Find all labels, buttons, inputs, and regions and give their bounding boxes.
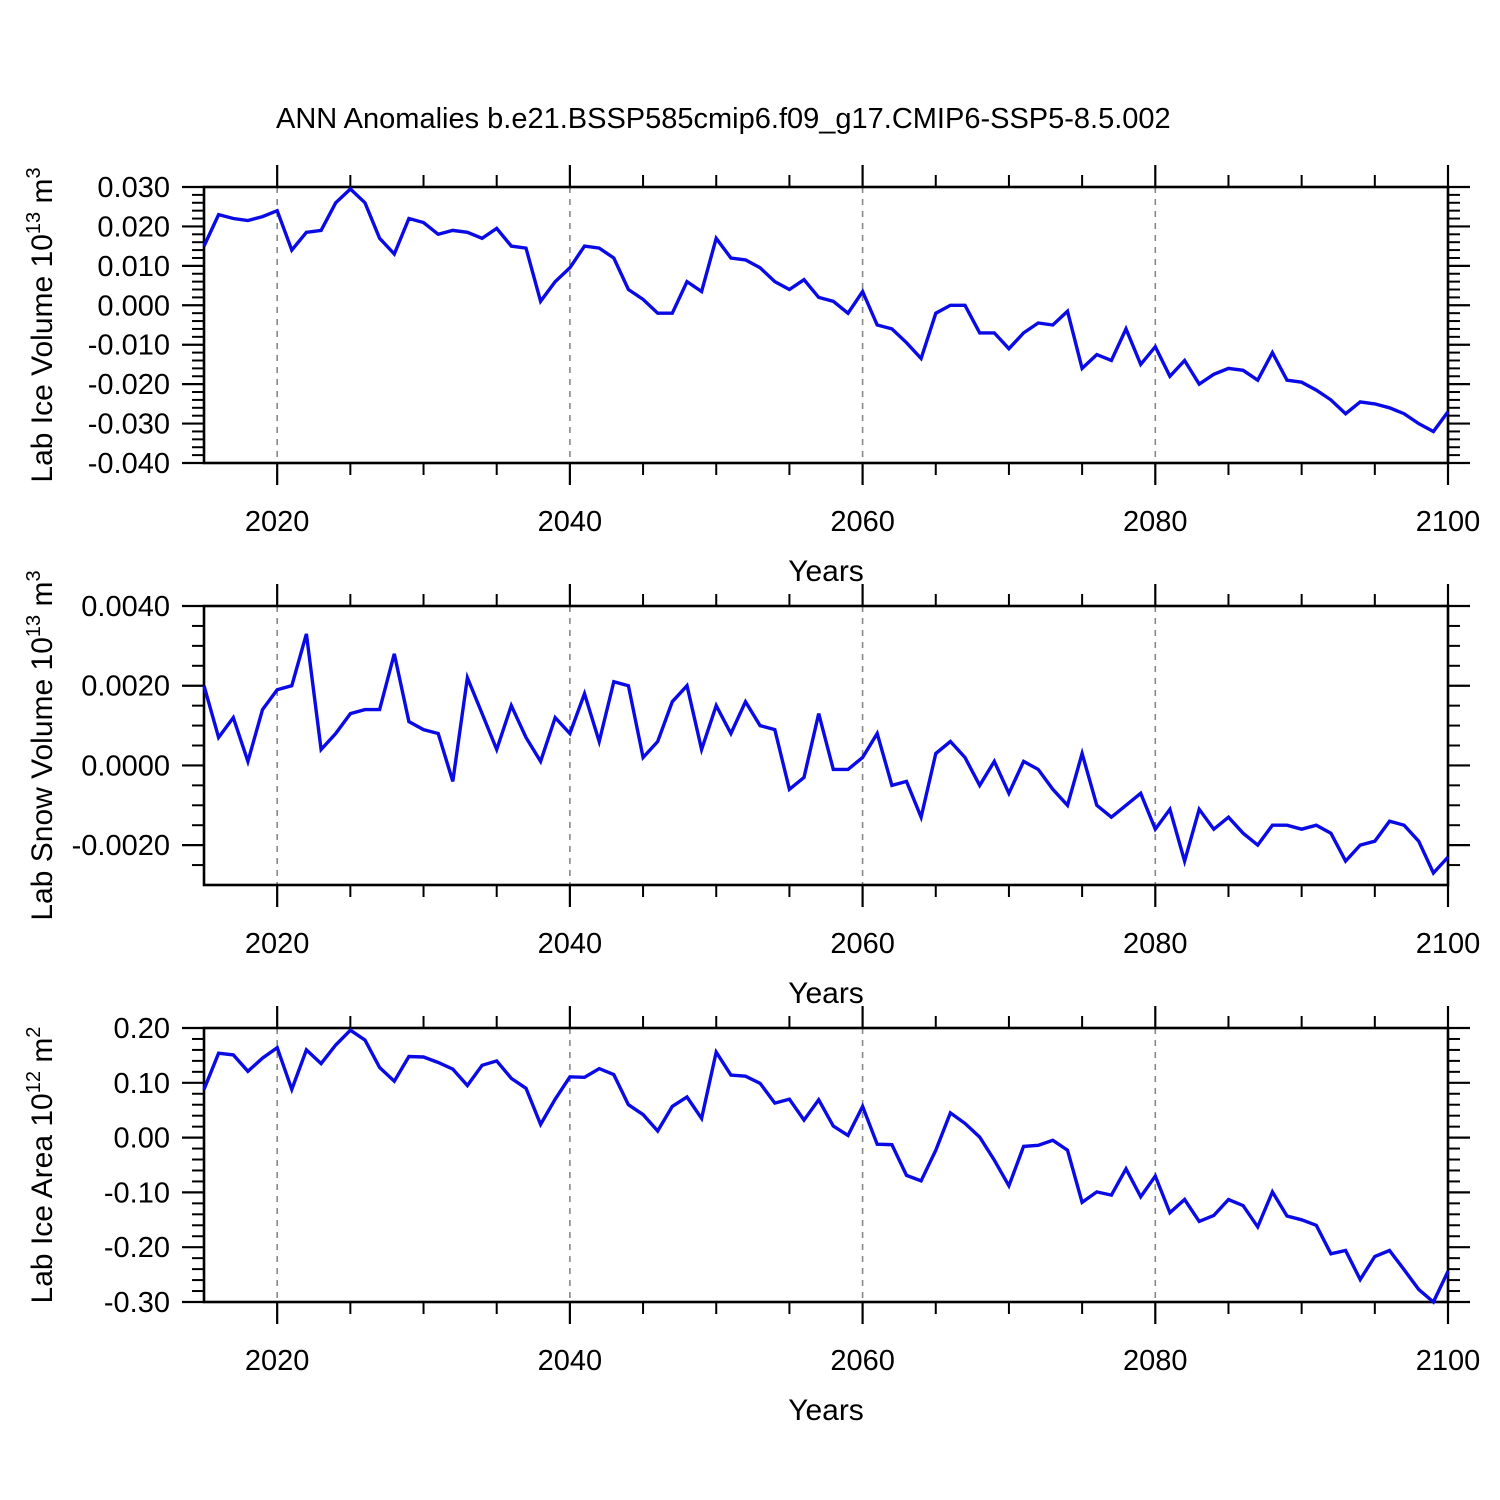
y-tick-label: -0.20 xyxy=(104,1232,170,1264)
y-tick-label: -0.010 xyxy=(88,330,170,362)
x-tick-label: 2080 xyxy=(1123,1345,1188,1377)
x-tick-label: 2100 xyxy=(1416,1345,1481,1377)
x-tick-label: 2040 xyxy=(538,506,603,538)
x-tick-label: 2040 xyxy=(538,1345,603,1377)
y-tick-label: 0.010 xyxy=(97,251,170,283)
y-tick-label: 0.020 xyxy=(97,211,170,243)
series-line-lab-ice-volume-anomaly xyxy=(202,186,1450,434)
x-tick-label: 2060 xyxy=(830,928,895,960)
x-axis-title: Years xyxy=(788,1394,864,1427)
x-axis-title: Years xyxy=(788,977,864,1010)
x-tick-label: 2100 xyxy=(1416,506,1481,538)
y-tick-label: 0.0000 xyxy=(81,750,170,782)
series-line-lab-snow-volume-anomaly xyxy=(202,633,1450,877)
x-tick-label: 2020 xyxy=(245,928,310,960)
y-tick-label: -0.040 xyxy=(88,448,170,480)
y-tick-label: 0.00 xyxy=(114,1123,170,1155)
x-tick-label: 2100 xyxy=(1416,928,1481,960)
x-axis-title: Years xyxy=(788,555,864,588)
x-tick-label: 2020 xyxy=(245,1345,310,1377)
x-tick-label: 2080 xyxy=(1123,928,1188,960)
y-axis-title: Lab Ice Volume 1013 m3 xyxy=(23,167,59,482)
y-tick-label: -0.10 xyxy=(104,1177,170,1209)
plot-frame xyxy=(202,1026,1450,1304)
x-tick-label: 2060 xyxy=(830,1345,895,1377)
y-axis-title: Lab Ice Area 1012 m2 xyxy=(23,1027,59,1304)
series-line-lab-ice-area-anomaly xyxy=(202,1028,1450,1305)
x-tick-label: 2060 xyxy=(830,506,895,538)
y-tick-label: 0.10 xyxy=(114,1068,170,1100)
y-tick-label: 0.000 xyxy=(97,290,170,322)
y-tick-label: 0.030 xyxy=(97,172,170,204)
x-tick-label: 2020 xyxy=(245,506,310,538)
y-tick-label: -0.0020 xyxy=(72,830,170,862)
y-tick-label: -0.30 xyxy=(104,1287,170,1319)
y-tick-label: -0.020 xyxy=(88,369,170,401)
y-tick-label: 0.20 xyxy=(114,1013,170,1045)
y-tick-label: 0.0020 xyxy=(81,671,170,703)
x-tick-label: 2080 xyxy=(1123,506,1188,538)
y-tick-label: -0.030 xyxy=(88,409,170,441)
plot-frame xyxy=(202,185,1450,465)
y-tick-label: 0.0040 xyxy=(81,591,170,623)
plot-frame xyxy=(202,604,1450,887)
figure-title: ANN Anomalies b.e21.BSSP585cmip6.f09_g17… xyxy=(276,103,1171,135)
y-axis-title: Lab Snow Volume 1013 m3 xyxy=(23,570,59,920)
x-tick-label: 2040 xyxy=(538,928,603,960)
